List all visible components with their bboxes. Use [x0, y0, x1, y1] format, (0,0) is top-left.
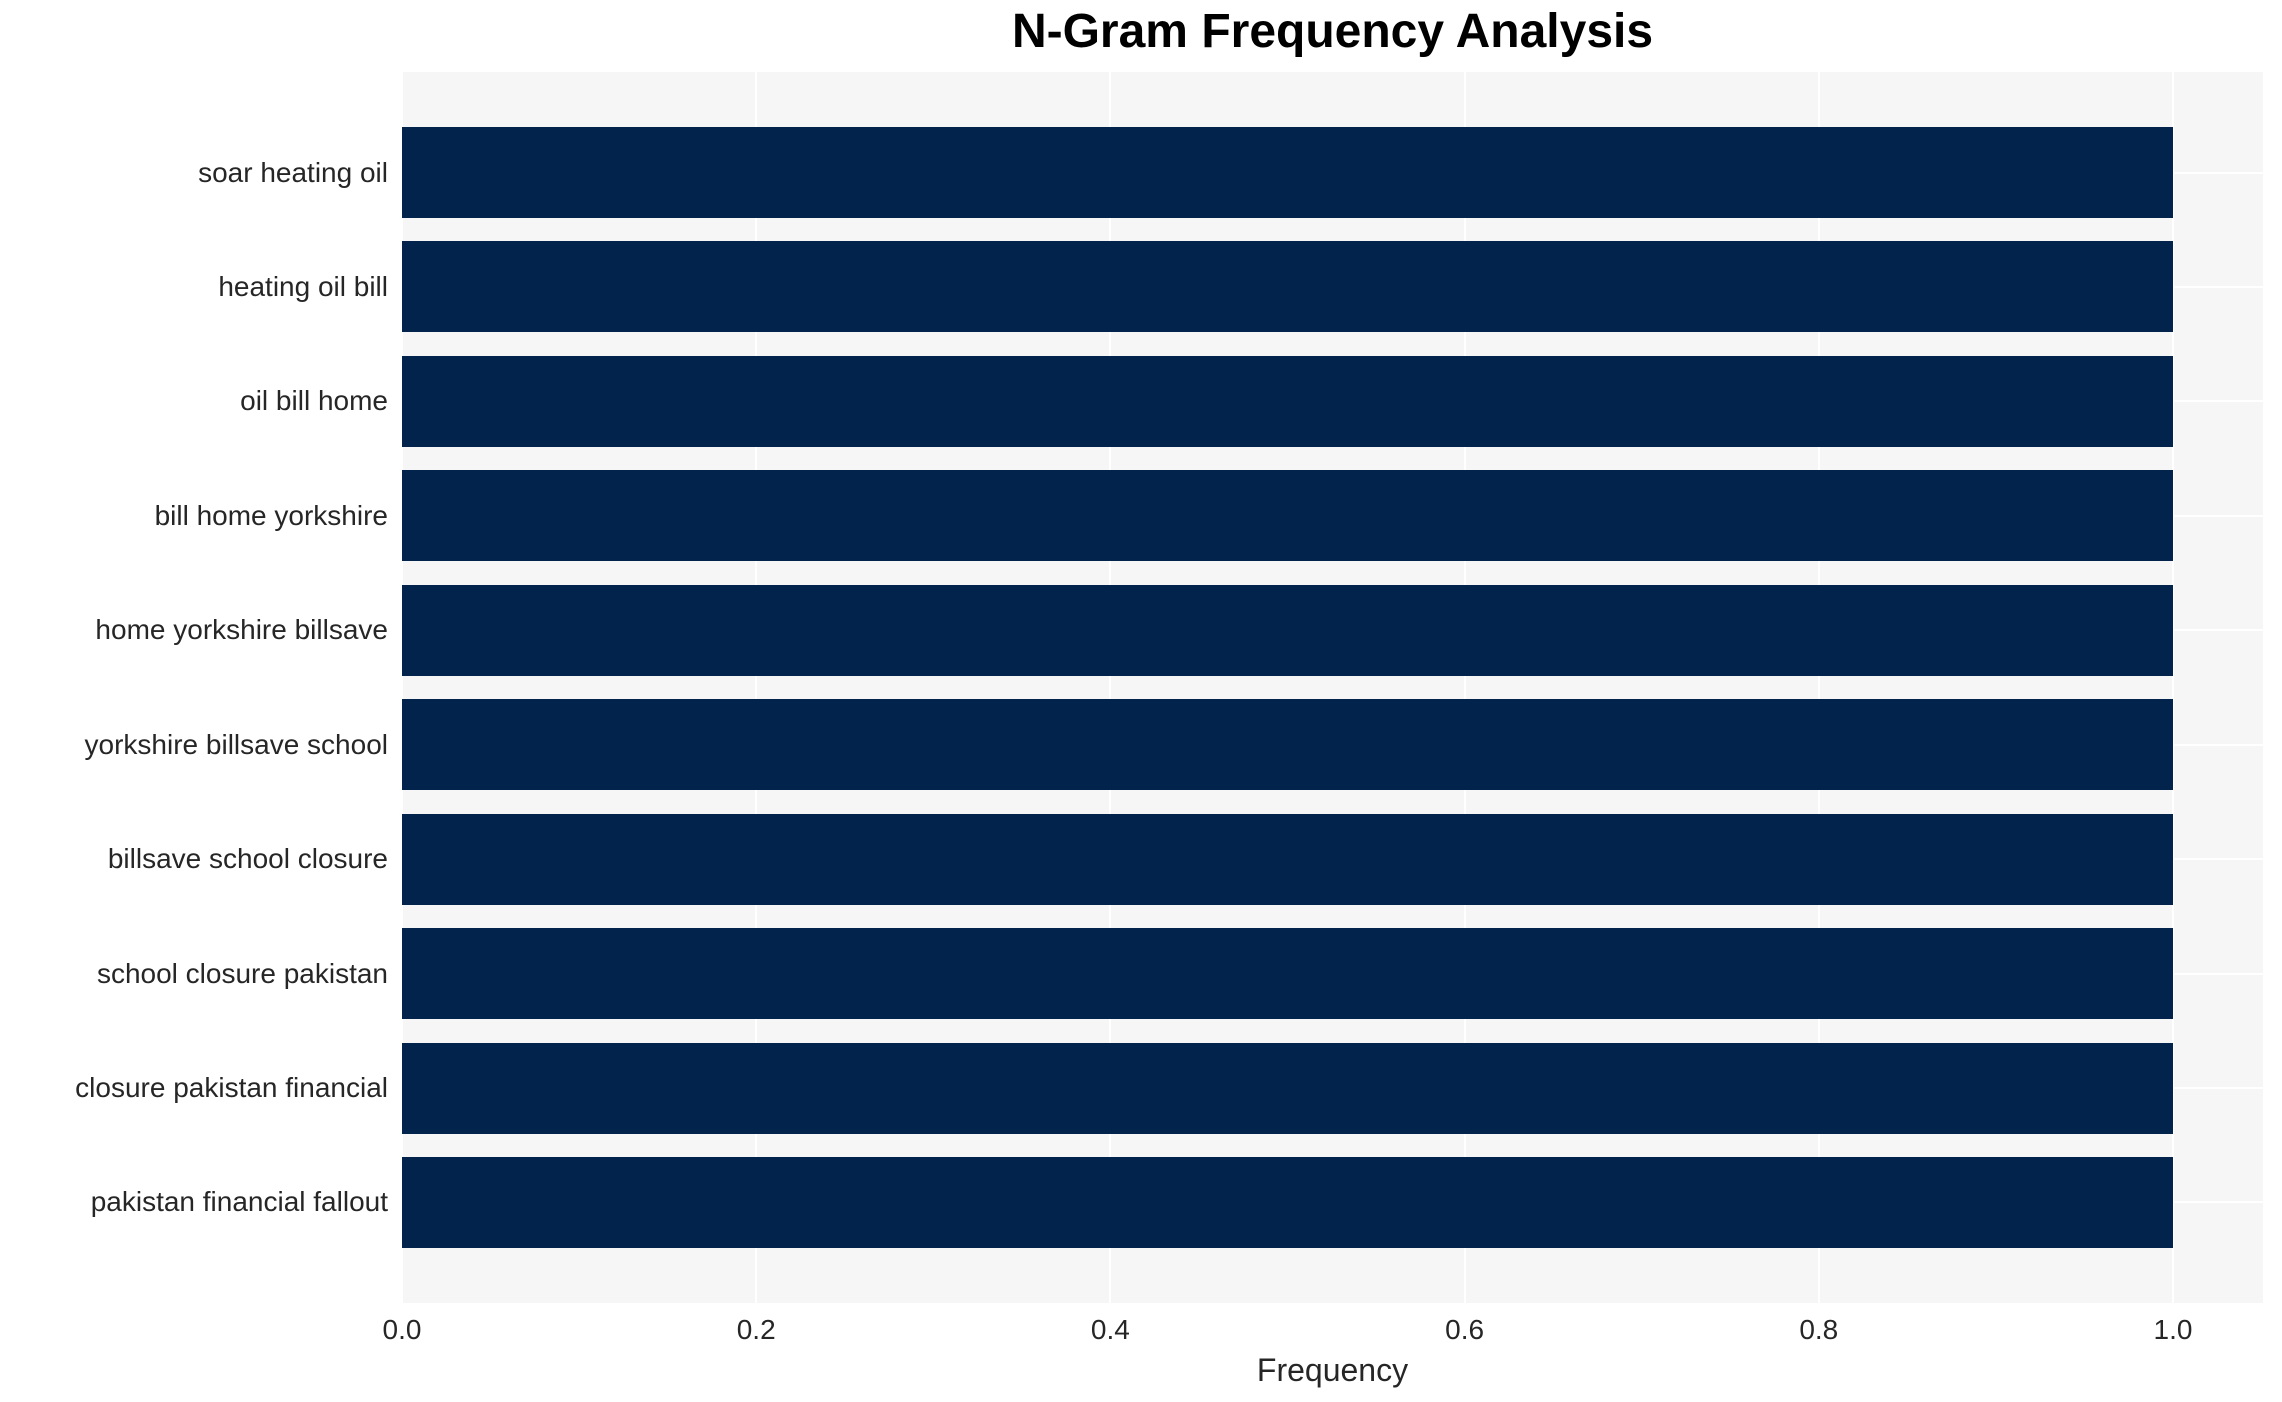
y-tick-label: school closure pakistan: [96, 957, 388, 989]
bar: [402, 1156, 2173, 1248]
bar: [402, 813, 2173, 905]
plot-area: [401, 72, 2263, 1303]
gridline-vertical: [755, 72, 758, 1303]
gridline-vertical: [1109, 72, 1112, 1303]
gridline-vertical: [1463, 72, 1466, 1303]
y-tick-label: heating oil bill: [218, 270, 388, 302]
y-tick-label: bill home yorkshire: [154, 499, 388, 531]
x-axis-label: Frequency: [1256, 1352, 1409, 1388]
x-tick-label: 0.0: [382, 1314, 422, 1345]
bar: [402, 584, 2173, 676]
y-tick-label: yorkshire billsave school: [84, 728, 388, 760]
bar: [402, 127, 2173, 218]
gridline-vertical: [1817, 72, 1820, 1303]
bar: [402, 241, 2173, 333]
y-tick-label: home yorkshire billsave: [95, 614, 388, 646]
x-tick-label: 0.6: [1445, 1314, 1485, 1345]
x-tick-label: 0.4: [1090, 1314, 1130, 1345]
x-tick-label: 1.0: [2153, 1314, 2193, 1345]
bar: [402, 928, 2173, 1020]
y-tick-label: pakistan financial fallout: [90, 1186, 388, 1218]
gridline-vertical: [2172, 72, 2174, 1303]
y-tick-label: oil bill home: [240, 385, 388, 417]
chart-title: N-Gram Frequency Analysis: [1011, 5, 1654, 58]
gridline-vertical: [401, 72, 403, 1303]
x-tick-label: 0.2: [736, 1314, 776, 1345]
bar: [402, 1042, 2173, 1134]
y-tick-label: closure pakistan financial: [75, 1072, 388, 1104]
bar: [402, 355, 2173, 447]
x-tick-label: 0.8: [1799, 1314, 1839, 1345]
bar: [402, 470, 2173, 562]
y-tick-label: soar heating oil: [198, 156, 388, 188]
bar: [402, 699, 2173, 791]
y-tick-label: billsave school closure: [107, 843, 388, 875]
